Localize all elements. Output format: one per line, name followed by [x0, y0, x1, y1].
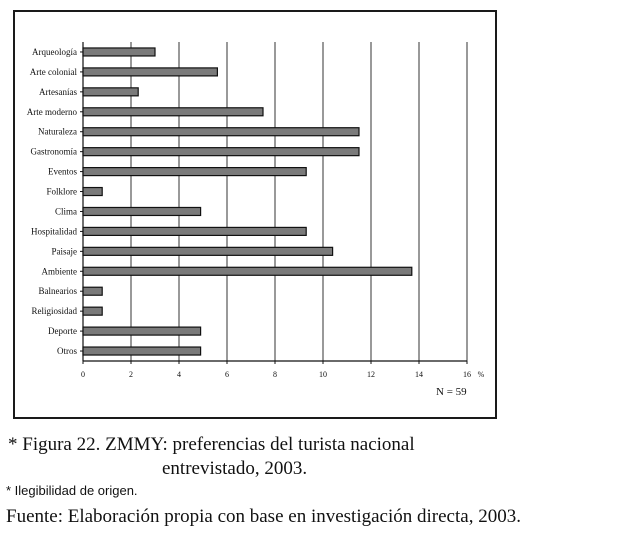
category-label: Clima — [55, 206, 77, 216]
x-tick-label: 6 — [225, 370, 229, 379]
category-label: Arte colonial — [30, 67, 78, 77]
category-label: Arte moderno — [27, 107, 78, 117]
category-label: Ambiente — [42, 266, 78, 276]
bar — [82, 147, 360, 157]
bar — [82, 266, 413, 276]
unit-label: % — [478, 370, 485, 379]
x-tick-label: 14 — [415, 370, 423, 379]
category-label: Naturaleza — [38, 127, 77, 137]
bar — [82, 306, 103, 316]
sample-size-annotation: N = 59 — [436, 386, 467, 398]
category-label: Hospitalidad — [31, 226, 77, 236]
bar — [82, 67, 218, 77]
category-label: Balnearios — [39, 286, 78, 296]
x-tick-label: 8 — [273, 370, 277, 379]
category-label: Artesanías — [39, 87, 77, 97]
x-tick-label: 2 — [129, 370, 133, 379]
x-tick-label: 4 — [177, 370, 181, 379]
category-label: Deporte — [48, 326, 77, 336]
bar — [82, 87, 139, 97]
category-label: Eventos — [48, 167, 77, 177]
x-tick-label: 10 — [319, 370, 327, 379]
bar — [82, 286, 103, 296]
category-label: Otros — [57, 346, 77, 356]
x-tick-label: 12 — [367, 370, 375, 379]
bar — [82, 186, 103, 197]
bar — [82, 166, 307, 177]
category-label: Religiosidad — [32, 306, 78, 316]
bar — [82, 107, 264, 117]
x-tick-label: 0 — [81, 370, 85, 379]
bar — [82, 47, 156, 57]
x-tick-label: 16 — [463, 370, 471, 379]
bar — [82, 326, 202, 336]
category-label: Paisaje — [52, 246, 78, 256]
legibility-note: * Ilegibilidad de origen. — [6, 483, 138, 498]
bar — [82, 206, 202, 217]
bar — [82, 346, 202, 356]
bar-chart: Arqueología Arte colonial Artesanías Arte m… — [27, 42, 485, 398]
figure-caption-line1: * Figura 22. ZMMY: preferencias del turi… — [8, 434, 415, 455]
figure-caption-line2: entrevistado, 2003. — [162, 458, 308, 479]
bar — [82, 226, 307, 237]
category-label: Arqueología — [32, 47, 77, 57]
category-label: Folklore — [47, 187, 78, 197]
bar — [82, 127, 360, 137]
category-label: Gastronomía — [31, 147, 78, 157]
bar — [82, 246, 334, 256]
source-note: Fuente: Elaboración propia con base en i… — [6, 506, 521, 527]
